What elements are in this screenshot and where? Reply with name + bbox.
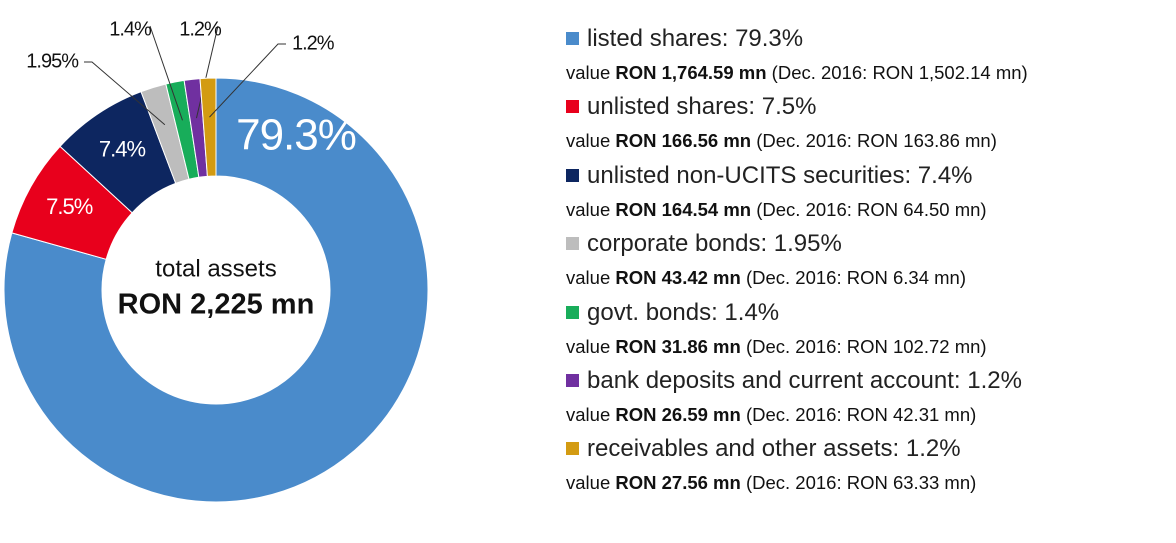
legend-entry: listed shares: 79.3% xyxy=(566,22,1172,56)
detail-line: value RON 166.56 mn (Dec. 2016: RON 163.… xyxy=(566,124,1172,158)
detail-prefix: value xyxy=(566,62,611,83)
detail-note: (Dec. 2016: RON 42.31 mn) xyxy=(745,403,977,425)
detail-note: (Dec. 2016: RON 163.86 mn) xyxy=(756,130,997,152)
detail-prefix: value xyxy=(566,403,611,425)
legend-item: unlisted non-UCITS securities: 7.4% value… xyxy=(566,159,1172,227)
legend-label: listed shares: 79.3% xyxy=(587,25,804,52)
detail-line: value RON 1,764.59 mn (Dec. 2016: RON 1,… xyxy=(566,56,1172,90)
legend-entry: unlisted shares: 7.5% xyxy=(566,90,1172,124)
detail-prefix: value xyxy=(566,267,611,289)
legend-label: unlisted non-UCITS securities: 7.4% xyxy=(587,161,973,189)
detail-note: (Dec. 2016: RON 1,502.14 mn) xyxy=(771,62,1028,83)
slice-label: 1.4% xyxy=(109,18,152,40)
legend-entry: unlisted non-UCITS securities: 7.4% xyxy=(566,159,1172,193)
detail-line: value RON 26.59 mn (Dec. 2016: RON 42.31… xyxy=(566,398,1172,432)
legend-item: bank deposits and current account: 1.2% v… xyxy=(566,364,1172,432)
detail-prefix: value xyxy=(566,335,611,357)
detail-note: (Dec. 2016: RON 63.33 mn) xyxy=(745,472,977,494)
legend-item: unlisted shares: 7.5% value RON 166.56 mn… xyxy=(566,90,1172,158)
detail-amount: RON 27.56 mn xyxy=(615,472,741,494)
slice-label: 1.2% xyxy=(179,18,222,40)
slice-label: 79.3% xyxy=(236,111,356,160)
leader-line xyxy=(149,25,183,121)
leader-line xyxy=(209,43,286,118)
detail-prefix: value xyxy=(566,130,611,152)
slice-label: 7.5% xyxy=(46,194,93,219)
legend-label: unlisted shares: 7.5% xyxy=(587,93,817,121)
slice-label: 7.4% xyxy=(99,137,146,162)
legend-entry: corporate bonds: 1.95% xyxy=(566,227,1172,261)
slice xyxy=(3,77,429,503)
legend-item: govt. bonds: 1.4% value RON 31.86 mn (Dec… xyxy=(566,296,1172,364)
legend-item: corporate bonds: 1.95% value RON 43.42 mn… xyxy=(566,227,1172,295)
detail-prefix: value xyxy=(566,472,611,494)
detail-amount: RON 166.56 mn xyxy=(615,130,752,152)
legend-swatch xyxy=(566,32,579,45)
center-value: RON 2,225 mn xyxy=(118,289,315,321)
legend-item: receivables and other assets: 1.2% value … xyxy=(566,432,1172,500)
legend-entry: bank deposits and current account: 1.2% xyxy=(566,364,1172,398)
donut-chart: total assets RON 2,225 mn 79.3% 7.5% 7.4% 1… xyxy=(3,18,429,503)
legend-swatch xyxy=(566,442,579,456)
legend-entry: receivables and other assets: 1.2% xyxy=(566,432,1172,466)
detail-line: value RON 27.56 mn (Dec. 2016: RON 63.33… xyxy=(566,466,1172,500)
detail-note: (Dec. 2016: RON 6.34 mn) xyxy=(745,267,966,289)
detail-amount: RON 43.42 mn xyxy=(615,267,741,289)
legend-label: receivables and other assets: 1.2% xyxy=(587,435,961,463)
slice-label: 1.95% xyxy=(26,50,79,72)
legend-swatch xyxy=(566,100,579,114)
legend-item: listed shares: 79.3% value RON 1,764.59 m… xyxy=(566,22,1172,90)
leader-line xyxy=(84,61,166,126)
leader-line xyxy=(195,25,219,119)
detail-amount: RON 26.59 mn xyxy=(615,403,741,425)
detail-note: (Dec. 2016: RON 64.50 mn) xyxy=(756,198,987,220)
detail-note: (Dec. 2016: RON 102.72 mn) xyxy=(745,335,987,357)
detail-prefix: value xyxy=(566,198,611,220)
legend-label: corporate bonds: 1.95% xyxy=(587,230,842,258)
legend-label: govt. bonds: 1.4% xyxy=(587,298,780,326)
legend: listed shares: 79.3% value RON 1,764.59 m… xyxy=(566,22,1172,501)
detail-line: value RON 43.42 mn (Dec. 2016: RON 6.34 … xyxy=(566,261,1172,295)
slice-label: 1.2% xyxy=(292,32,335,54)
legend-swatch xyxy=(566,168,579,182)
center-title: total assets xyxy=(155,255,276,282)
detail-amount: RON 1,764.59 mn xyxy=(615,62,767,83)
detail-line: value RON 31.86 mn (Dec. 2016: RON 102.7… xyxy=(566,330,1172,364)
legend-swatch xyxy=(566,373,579,387)
legend-entry: govt. bonds: 1.4% xyxy=(566,296,1172,330)
legend-swatch xyxy=(566,305,579,319)
detail-line: value RON 164.54 mn (Dec. 2016: RON 64.5… xyxy=(566,193,1172,227)
legend-label: bank deposits and current account: 1.2% xyxy=(587,366,1022,394)
slice xyxy=(199,77,217,177)
detail-amount: RON 164.54 mn xyxy=(615,198,752,220)
legend-swatch xyxy=(566,237,579,251)
detail-amount: RON 31.86 mn xyxy=(615,335,741,357)
